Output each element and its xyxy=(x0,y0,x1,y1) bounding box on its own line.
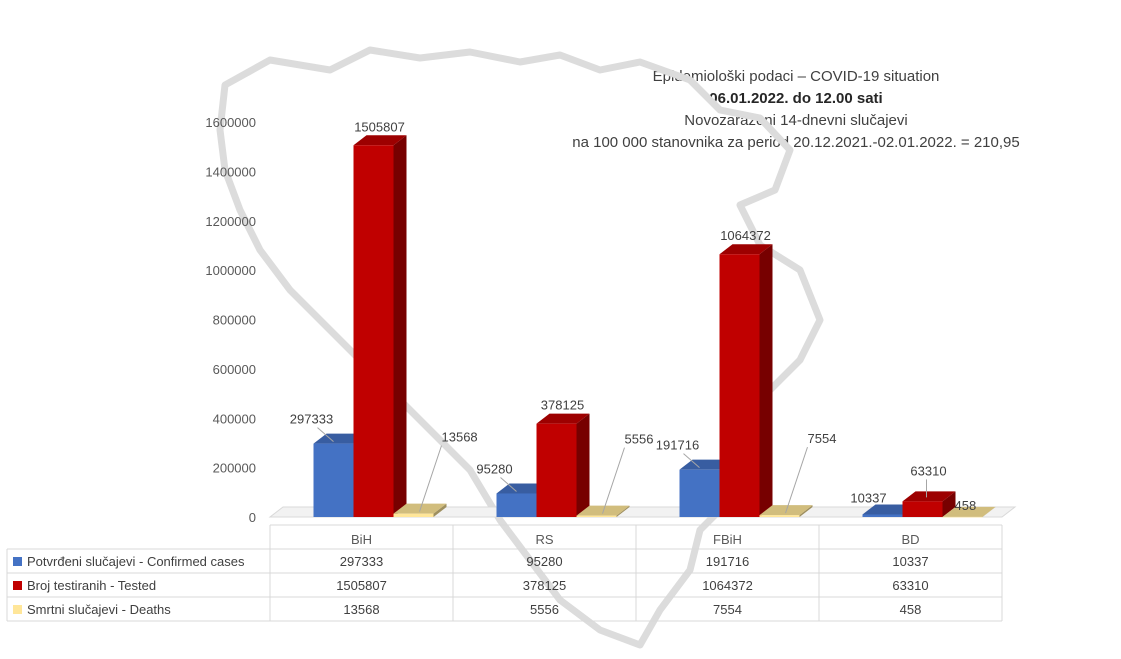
bar-front xyxy=(719,254,760,518)
y-tick-label: 1600000 xyxy=(205,115,256,130)
category-label: BD xyxy=(901,532,919,547)
bar-front xyxy=(353,145,394,517)
category-label: RS xyxy=(535,532,553,547)
bar-top xyxy=(942,506,996,517)
bar-side xyxy=(942,491,956,517)
label-leader-line xyxy=(419,445,442,512)
label-leader-line xyxy=(683,453,700,469)
chart-title-line-1: Epidemiološki podaci – COVID-19 situatio… xyxy=(652,68,940,85)
chart-title-block: Epidemiološki podaci – COVID-19 situatio… xyxy=(520,66,1072,154)
bar-front xyxy=(759,515,800,517)
data-label: 13568 xyxy=(442,430,478,445)
bar-front xyxy=(313,443,354,517)
chart-title-line-4: na 100 000 stanovnika za period 20.12.20… xyxy=(572,134,1020,151)
y-tick-label: 1000000 xyxy=(205,263,256,278)
legend-series-name: Smrtni slučajevi - Deaths xyxy=(27,602,171,617)
bar-front xyxy=(576,515,617,517)
data-label: 1064372 xyxy=(720,228,771,243)
bar-front xyxy=(393,513,434,517)
legend-swatch xyxy=(13,605,22,614)
data-label: 378125 xyxy=(541,398,584,413)
legend-series-name: Broj testiranih - Tested xyxy=(27,578,156,593)
bar-side xyxy=(393,135,407,517)
bar-side xyxy=(616,505,630,517)
y-tick-label: 1400000 xyxy=(205,164,256,179)
data-label: 95280 xyxy=(476,461,512,476)
table-cell: 1064372 xyxy=(702,578,753,593)
bar-side xyxy=(759,244,773,518)
y-tick-label: 0 xyxy=(249,510,256,525)
legend-swatch xyxy=(13,581,22,590)
chart-title-line-2: 06.01.2022. do 12.00 sati xyxy=(709,90,883,107)
data-label: 5556 xyxy=(625,432,654,447)
bar-top xyxy=(902,491,956,502)
table-cell: 458 xyxy=(900,602,922,617)
data-label: 297333 xyxy=(290,412,333,427)
data-label: 63310 xyxy=(910,463,946,478)
data-label: 458 xyxy=(955,498,977,513)
bar-side xyxy=(576,413,590,517)
table-cell: 1505807 xyxy=(336,578,387,593)
bar-fbih-1 xyxy=(719,244,773,518)
data-label: 191716 xyxy=(656,438,699,453)
y-tick-label: 400000 xyxy=(213,411,256,426)
bar-top xyxy=(353,135,407,146)
label-leader-line xyxy=(500,477,517,492)
bar-front xyxy=(902,501,943,517)
label-leader-line xyxy=(602,447,625,514)
table-cell: 297333 xyxy=(340,554,383,569)
bar-side xyxy=(982,506,996,517)
category-label: FBiH xyxy=(713,532,742,547)
bar-side xyxy=(433,503,447,517)
table-cell: 95280 xyxy=(526,554,562,569)
y-tick-label: 800000 xyxy=(213,313,256,328)
y-tick-label: 600000 xyxy=(213,362,256,377)
table-cell: 7554 xyxy=(713,602,742,617)
bar-front xyxy=(679,469,720,517)
bar-top xyxy=(862,504,916,515)
bar-bd-2 xyxy=(942,506,996,518)
bar-top xyxy=(719,244,773,255)
bar-rs-1 xyxy=(536,413,590,517)
bar-top xyxy=(536,413,590,424)
label-leader-line xyxy=(317,427,334,442)
bar-front xyxy=(496,493,537,517)
table-cell: 191716 xyxy=(706,554,749,569)
bar-side xyxy=(799,505,813,517)
category-label: BiH xyxy=(351,532,372,547)
y-tick-label: 200000 xyxy=(213,461,256,476)
table-cell: 13568 xyxy=(343,602,379,617)
table-cell: 378125 xyxy=(523,578,566,593)
data-label: 1505807 xyxy=(354,119,405,134)
table-cell: 5556 xyxy=(530,602,559,617)
bar-front xyxy=(862,514,903,517)
bar-bih-1 xyxy=(353,135,407,517)
bar-bd-1 xyxy=(902,491,956,517)
table-cell: 10337 xyxy=(892,554,928,569)
bar-front xyxy=(942,516,983,518)
label-leader-line xyxy=(785,446,808,514)
data-label: 7554 xyxy=(808,431,837,446)
legend-swatch xyxy=(13,557,22,566)
legend-series-name: Potvrđeni slučajevi - Confirmed cases xyxy=(27,554,245,569)
y-tick-label: 1200000 xyxy=(205,214,256,229)
data-label: 10337 xyxy=(850,490,886,505)
bar-front xyxy=(536,423,577,517)
table-cell: 63310 xyxy=(892,578,928,593)
